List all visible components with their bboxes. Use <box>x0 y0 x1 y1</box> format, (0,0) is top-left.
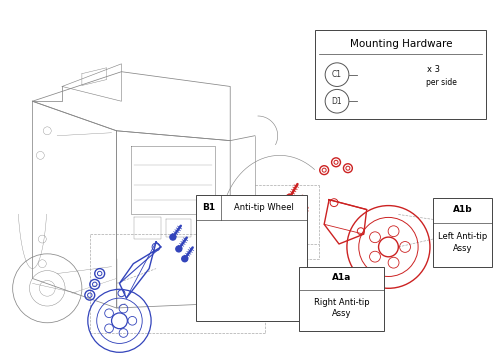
Text: Right Anti-tip
Assy: Right Anti-tip Assy <box>314 298 370 318</box>
Circle shape <box>296 218 303 225</box>
Text: C1: C1 <box>332 70 342 79</box>
Circle shape <box>170 234 176 240</box>
Text: Anti-tip Wheel: Anti-tip Wheel <box>234 203 294 212</box>
Circle shape <box>291 206 298 213</box>
Text: Left Anti-tip
Assy: Left Anti-tip Assy <box>438 233 487 253</box>
Bar <box>433 198 492 267</box>
Text: A1b: A1b <box>453 205 472 214</box>
Text: A1a: A1a <box>332 273 351 282</box>
Text: D1: D1 <box>332 97 342 106</box>
Bar <box>300 267 384 330</box>
Circle shape <box>182 256 188 262</box>
Text: per side: per side <box>426 78 458 87</box>
Text: Mounting Hardware: Mounting Hardware <box>350 39 452 49</box>
Text: B1: B1 <box>202 203 215 212</box>
Circle shape <box>176 246 182 252</box>
Bar <box>196 195 308 321</box>
Text: x 3: x 3 <box>428 65 440 74</box>
Circle shape <box>286 194 293 201</box>
Bar <box>316 30 486 119</box>
Circle shape <box>370 70 380 80</box>
